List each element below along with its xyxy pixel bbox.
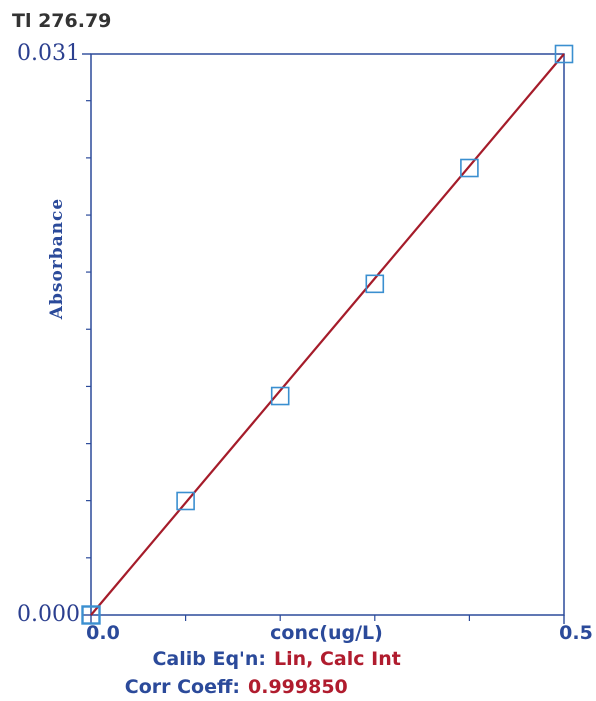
data-point-1 bbox=[176, 491, 195, 511]
data-point-2 bbox=[270, 386, 290, 406]
data-points bbox=[81, 44, 574, 625]
data-point-4 bbox=[460, 158, 479, 178]
y-axis-label: Absorbance bbox=[47, 198, 67, 320]
y-tick-label-0: 0.000 bbox=[17, 602, 80, 627]
x-tick-labels: 0.0 0.5 bbox=[86, 615, 593, 644]
y-axis-label-group: Absorbance bbox=[47, 198, 67, 320]
calib-eq-value: Lin, Calc Int bbox=[274, 648, 401, 670]
data-point-3 bbox=[365, 274, 385, 294]
x-tick-label-1: 0.5 bbox=[559, 622, 593, 644]
corr-coeff-value: 0.999850 bbox=[248, 676, 348, 698]
data-point-0 bbox=[81, 605, 101, 625]
x-axis-label: conc(ug/L) bbox=[270, 622, 383, 644]
regression-line bbox=[90, 53, 565, 616]
chart-title: Tl 276.79 bbox=[12, 10, 111, 32]
data-point-5 bbox=[554, 44, 574, 64]
corr-coeff-label: Corr Coeff: bbox=[125, 676, 240, 698]
plot-area-frame bbox=[90, 53, 565, 616]
x-tick-label-0: 0.0 bbox=[86, 622, 120, 644]
calib-eq-label: Calib Eq'n: bbox=[152, 648, 266, 670]
y-tick-labels: 0.000 0.031 bbox=[17, 41, 91, 627]
minor-ticks bbox=[86, 100, 470, 621]
y-tick-label-1: 0.031 bbox=[17, 41, 80, 66]
